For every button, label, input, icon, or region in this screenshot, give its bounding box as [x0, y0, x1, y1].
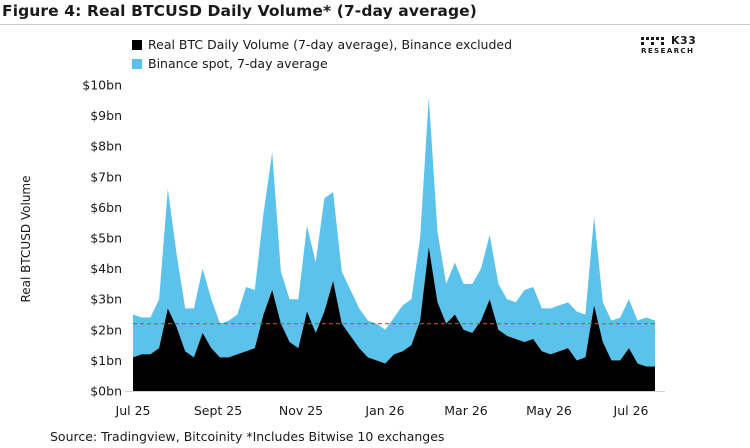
legend-label-binance: Binance spot, 7-day average [148, 56, 328, 71]
y-tick-labels: $0bn $1bn $2bn $3bn $4bn $5bn $6bn $7bn $8bn $9bn… [82, 78, 122, 399]
y-tick-label: $9bn [90, 108, 122, 123]
legend-swatch-binance [132, 58, 142, 69]
y-tick-label: $4bn [90, 261, 122, 276]
chart-title: Figure 4: Real BTCUSD Daily Volume* (7-d… [2, 2, 477, 20]
logo-brand: K33 [671, 34, 697, 47]
y-tick-label: $3bn [90, 292, 122, 307]
y-tick-label: $10bn [82, 78, 122, 93]
logo-dots-icon [641, 37, 664, 45]
y-tick-label: $5bn [90, 231, 122, 246]
chart-areas [133, 97, 655, 391]
x-tick-label: Jul 25 [115, 403, 151, 418]
series-area-binance-spot [133, 97, 655, 367]
y-tick-label: $8bn [90, 139, 122, 154]
x-tick-label: Sept 25 [194, 403, 242, 418]
x-tick-label: Jan 26 [364, 403, 404, 418]
k33-research-logo: K33 RESEARCH [641, 34, 731, 60]
series-area-real-btc-volume [133, 247, 655, 391]
legend-swatch-real-volume [132, 39, 142, 50]
x-tick-label: Jul 26 [613, 403, 649, 418]
y-tick-label: $0bn [90, 384, 122, 399]
x-tick-labels: Jul 25 Sept 25 Nov 25 Jan 26 Mar 26 May 26 Jul… [115, 403, 649, 418]
legend-item-binance: Binance spot, 7-day average [132, 56, 328, 71]
x-tick-label: Nov 25 [279, 403, 323, 418]
y-tick-label: $7bn [90, 169, 122, 184]
x-tick-label: Mar 26 [444, 403, 488, 418]
logo-subtitle: RESEARCH [641, 46, 695, 55]
y-tick-label: $2bn [90, 322, 122, 337]
source-note: Source: Tradingview, Bitcoinity *Include… [50, 429, 445, 444]
x-tick-label: May 26 [526, 403, 572, 418]
legend-label-real-volume: Real BTC Daily Volume (7-day average), B… [148, 37, 513, 52]
legend-item-real-volume: Real BTC Daily Volume (7-day average), B… [132, 37, 512, 52]
y-tick-label: $6bn [90, 200, 122, 215]
y-tick-label: $1bn [90, 353, 122, 368]
title-divider [0, 24, 750, 25]
